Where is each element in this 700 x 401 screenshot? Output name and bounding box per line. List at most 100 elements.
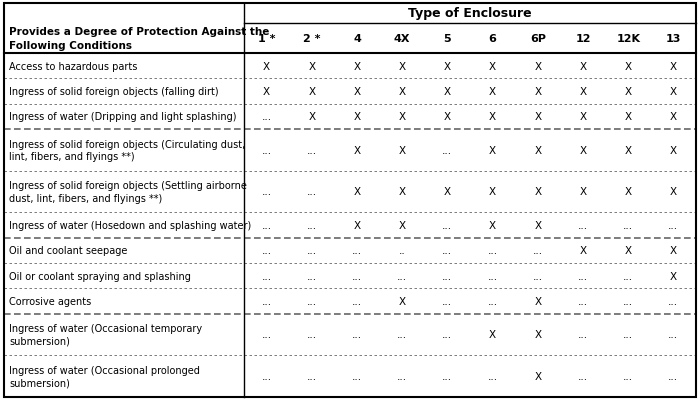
Text: ...: ... [352, 296, 362, 306]
Text: X: X [489, 187, 496, 197]
Text: X: X [580, 246, 587, 256]
Text: X: X [398, 87, 406, 97]
Text: X: X [670, 87, 677, 97]
Text: X: X [444, 87, 451, 97]
Text: ...: ... [307, 371, 317, 381]
Text: X: X [624, 61, 632, 71]
Text: ...: ... [668, 221, 678, 231]
Text: X: X [534, 330, 541, 340]
Text: ...: ... [668, 330, 678, 340]
Text: X: X [398, 221, 406, 231]
Text: 13: 13 [666, 34, 681, 44]
Text: ...: ... [262, 330, 272, 340]
Text: 2 *: 2 * [303, 34, 321, 44]
Text: X: X [354, 146, 360, 155]
Text: X: X [308, 87, 316, 97]
Text: ...: ... [262, 112, 272, 122]
Text: ...: ... [487, 296, 498, 306]
Text: X: X [354, 187, 360, 197]
Text: ...: ... [623, 330, 634, 340]
Text: X: X [444, 112, 451, 122]
Text: X: X [670, 246, 677, 256]
Text: X: X [444, 187, 451, 197]
Text: ...: ... [352, 271, 362, 281]
Text: ...: ... [307, 271, 317, 281]
Text: ...: ... [487, 246, 498, 256]
Text: Ingress of solid foreign objects (Circulating dust,
lint, fibers, and flyings **: Ingress of solid foreign objects (Circul… [9, 139, 245, 162]
Text: X: X [489, 221, 496, 231]
Text: ...: ... [487, 371, 498, 381]
Text: X: X [624, 112, 632, 122]
Text: ...: ... [262, 146, 272, 155]
Text: ...: ... [307, 246, 317, 256]
Text: X: X [489, 87, 496, 97]
Text: ...: ... [623, 221, 634, 231]
Text: ...: ... [262, 246, 272, 256]
Text: ...: ... [578, 330, 588, 340]
Text: X: X [398, 187, 406, 197]
Text: 4X: 4X [394, 34, 410, 44]
Text: ...: ... [307, 187, 317, 197]
Text: ...: ... [533, 246, 543, 256]
Text: ..: .. [399, 246, 405, 256]
Text: 12K: 12K [616, 34, 640, 44]
Text: X: X [580, 146, 587, 155]
Text: ...: ... [623, 371, 634, 381]
Text: ...: ... [487, 271, 498, 281]
Text: ...: ... [442, 371, 452, 381]
Text: X: X [354, 112, 360, 122]
Text: ...: ... [533, 271, 543, 281]
Text: X: X [489, 330, 496, 340]
Text: Type of Enclosure: Type of Enclosure [408, 8, 532, 20]
Text: ...: ... [262, 296, 272, 306]
Text: Oil or coolant spraying and splashing: Oil or coolant spraying and splashing [9, 271, 191, 281]
Text: X: X [534, 296, 541, 306]
Text: Ingress of solid foreign objects (Settling airborne
dust, lint, fibers, and flyi: Ingress of solid foreign objects (Settli… [9, 181, 247, 203]
Text: ...: ... [307, 221, 317, 231]
Text: X: X [489, 146, 496, 155]
Text: ...: ... [397, 271, 407, 281]
Text: X: X [670, 146, 677, 155]
Text: ...: ... [352, 246, 362, 256]
Text: Corrosive agents: Corrosive agents [9, 296, 91, 306]
Text: ...: ... [442, 271, 452, 281]
Text: 4: 4 [353, 34, 361, 44]
Text: X: X [308, 112, 316, 122]
Text: X: X [534, 87, 541, 97]
Text: 6P: 6P [530, 34, 546, 44]
Text: X: X [670, 271, 677, 281]
Text: ...: ... [578, 371, 588, 381]
Text: 5: 5 [444, 34, 452, 44]
Text: X: X [354, 221, 360, 231]
Text: X: X [670, 61, 677, 71]
Text: X: X [624, 187, 632, 197]
Text: Access to hazardous parts: Access to hazardous parts [9, 61, 137, 71]
Text: ...: ... [397, 371, 407, 381]
Text: Ingress of water (Dripping and light splashing): Ingress of water (Dripping and light spl… [9, 112, 237, 122]
Text: ...: ... [262, 371, 272, 381]
Text: ...: ... [668, 296, 678, 306]
Text: X: X [354, 61, 360, 71]
Text: X: X [398, 112, 406, 122]
Text: ...: ... [397, 330, 407, 340]
Text: Ingress of water (Hosedown and splashing water): Ingress of water (Hosedown and splashing… [9, 221, 251, 231]
Text: ...: ... [668, 371, 678, 381]
Text: X: X [263, 87, 270, 97]
Text: ...: ... [623, 271, 634, 281]
Text: X: X [534, 187, 541, 197]
Text: Provides a Degree of Protection Against the
Following Conditions: Provides a Degree of Protection Against … [9, 27, 270, 51]
Text: X: X [534, 146, 541, 155]
Text: X: X [308, 61, 316, 71]
Text: ...: ... [352, 330, 362, 340]
Text: X: X [580, 112, 587, 122]
Text: ...: ... [307, 330, 317, 340]
Text: ...: ... [352, 371, 362, 381]
Text: X: X [489, 61, 496, 71]
Text: X: X [534, 61, 541, 71]
Text: X: X [398, 146, 406, 155]
Text: ...: ... [307, 296, 317, 306]
Text: X: X [624, 246, 632, 256]
Text: X: X [354, 87, 360, 97]
Text: ...: ... [442, 330, 452, 340]
Text: X: X [624, 87, 632, 97]
